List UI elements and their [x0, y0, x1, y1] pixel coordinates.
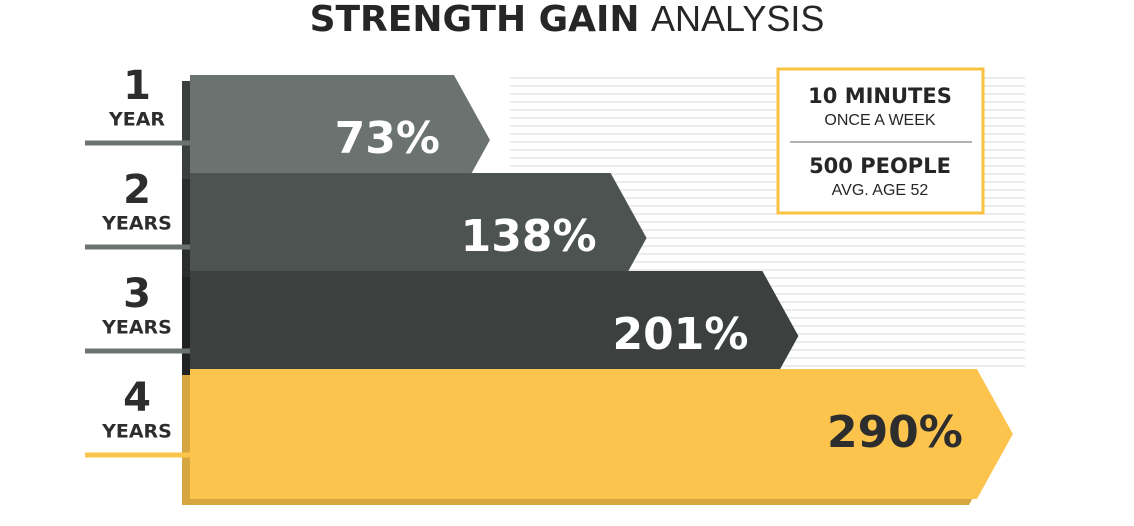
note-heading: 500 PEOPLE — [809, 154, 951, 178]
value-label: 73% — [335, 113, 440, 164]
category-unit: YEARS — [101, 213, 172, 235]
category-unit: YEAR — [108, 109, 165, 131]
note-text: ONCE A WEEK — [824, 112, 935, 129]
bar — [190, 75, 490, 205]
title-bold: STRENGTH GAIN — [310, 0, 640, 40]
category-number: 4 — [123, 375, 151, 421]
note-text: AVG. AGE 52 — [832, 182, 929, 199]
chart-title: STRENGTH GAIN ANALYSIS — [310, 0, 825, 40]
bar — [190, 369, 1013, 499]
value-label: 290% — [827, 407, 963, 458]
category-number: 2 — [123, 167, 151, 213]
category-unit: YEARS — [101, 317, 172, 339]
bar — [190, 173, 647, 303]
category-number: 1 — [123, 63, 151, 109]
info-box — [776, 67, 985, 215]
value-label: 138% — [461, 211, 597, 262]
note-heading: 10 MINUTES — [808, 84, 952, 108]
value-label: 201% — [612, 309, 748, 360]
category-unit: YEARS — [101, 421, 172, 443]
title-light: ANALYSIS — [651, 0, 824, 39]
category-number: 3 — [123, 271, 151, 317]
bar — [190, 271, 799, 401]
